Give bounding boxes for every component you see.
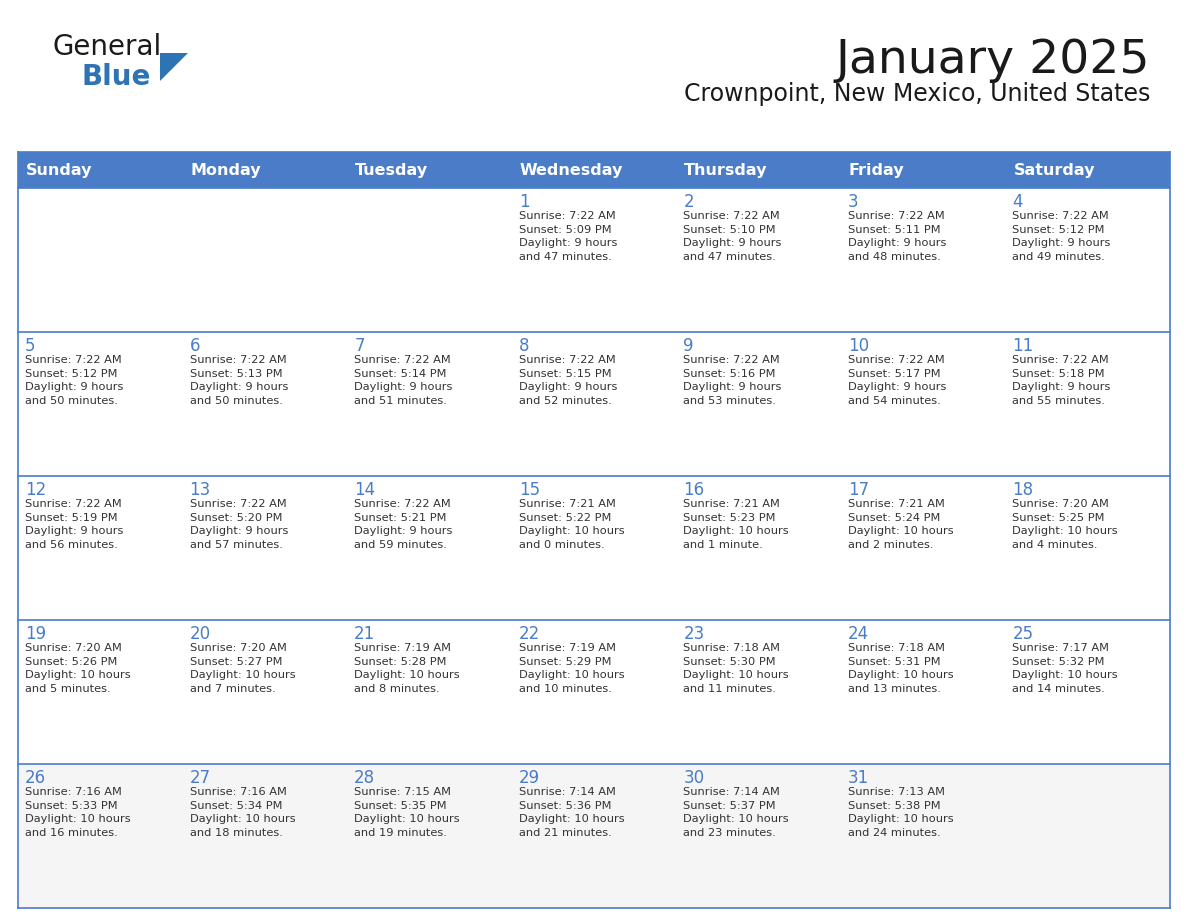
Text: 6: 6 [190, 337, 200, 355]
Text: Sunday: Sunday [26, 162, 93, 177]
Text: Sunrise: 7:21 AM
Sunset: 5:22 PM
Daylight: 10 hours
and 0 minutes.: Sunrise: 7:21 AM Sunset: 5:22 PM Dayligh… [519, 499, 625, 550]
Text: 31: 31 [848, 769, 870, 787]
Text: Sunrise: 7:16 AM
Sunset: 5:33 PM
Daylight: 10 hours
and 16 minutes.: Sunrise: 7:16 AM Sunset: 5:33 PM Dayligh… [25, 787, 131, 838]
Text: 13: 13 [190, 481, 210, 499]
Text: Sunrise: 7:22 AM
Sunset: 5:12 PM
Daylight: 9 hours
and 50 minutes.: Sunrise: 7:22 AM Sunset: 5:12 PM Dayligh… [25, 355, 124, 406]
Text: Wednesday: Wednesday [519, 162, 623, 177]
Text: Sunrise: 7:22 AM
Sunset: 5:09 PM
Daylight: 9 hours
and 47 minutes.: Sunrise: 7:22 AM Sunset: 5:09 PM Dayligh… [519, 211, 617, 262]
Bar [18, 476, 1170, 620]
Text: Sunrise: 7:22 AM
Sunset: 5:15 PM
Daylight: 9 hours
and 52 minutes.: Sunrise: 7:22 AM Sunset: 5:15 PM Dayligh… [519, 355, 617, 406]
Text: 1: 1 [519, 193, 530, 211]
Text: Sunrise: 7:22 AM
Sunset: 5:21 PM
Daylight: 9 hours
and 59 minutes.: Sunrise: 7:22 AM Sunset: 5:21 PM Dayligh… [354, 499, 453, 550]
Text: 14: 14 [354, 481, 375, 499]
Text: 3: 3 [848, 193, 859, 211]
Text: 4: 4 [1012, 193, 1023, 211]
Text: Sunrise: 7:22 AM
Sunset: 5:10 PM
Daylight: 9 hours
and 47 minutes.: Sunrise: 7:22 AM Sunset: 5:10 PM Dayligh… [683, 211, 782, 262]
Text: Sunrise: 7:22 AM
Sunset: 5:13 PM
Daylight: 9 hours
and 50 minutes.: Sunrise: 7:22 AM Sunset: 5:13 PM Dayligh… [190, 355, 287, 406]
Text: Sunrise: 7:15 AM
Sunset: 5:35 PM
Daylight: 10 hours
and 19 minutes.: Sunrise: 7:15 AM Sunset: 5:35 PM Dayligh… [354, 787, 460, 838]
Text: 25: 25 [1012, 625, 1034, 643]
Text: 11: 11 [1012, 337, 1034, 355]
Text: Thursday: Thursday [684, 162, 767, 177]
Text: 5: 5 [25, 337, 36, 355]
Text: 27: 27 [190, 769, 210, 787]
Text: Sunrise: 7:20 AM
Sunset: 5:27 PM
Daylight: 10 hours
and 7 minutes.: Sunrise: 7:20 AM Sunset: 5:27 PM Dayligh… [190, 643, 295, 694]
Text: 21: 21 [354, 625, 375, 643]
Text: Sunrise: 7:22 AM
Sunset: 5:11 PM
Daylight: 9 hours
and 48 minutes.: Sunrise: 7:22 AM Sunset: 5:11 PM Dayligh… [848, 211, 946, 262]
Text: Sunrise: 7:13 AM
Sunset: 5:38 PM
Daylight: 10 hours
and 24 minutes.: Sunrise: 7:13 AM Sunset: 5:38 PM Dayligh… [848, 787, 954, 838]
Text: Sunrise: 7:22 AM
Sunset: 5:12 PM
Daylight: 9 hours
and 49 minutes.: Sunrise: 7:22 AM Sunset: 5:12 PM Dayligh… [1012, 211, 1111, 262]
Text: Friday: Friday [849, 162, 904, 177]
Text: 30: 30 [683, 769, 704, 787]
Text: 20: 20 [190, 625, 210, 643]
Text: 24: 24 [848, 625, 868, 643]
Text: 9: 9 [683, 337, 694, 355]
Text: 12: 12 [25, 481, 46, 499]
Text: 23: 23 [683, 625, 704, 643]
Text: Sunrise: 7:22 AM
Sunset: 5:18 PM
Daylight: 9 hours
and 55 minutes.: Sunrise: 7:22 AM Sunset: 5:18 PM Dayligh… [1012, 355, 1111, 406]
Bar [18, 764, 1170, 908]
Text: 2: 2 [683, 193, 694, 211]
Text: Monday: Monday [190, 162, 261, 177]
Text: Sunrise: 7:22 AM
Sunset: 5:19 PM
Daylight: 9 hours
and 56 minutes.: Sunrise: 7:22 AM Sunset: 5:19 PM Dayligh… [25, 499, 124, 550]
Text: Blue: Blue [82, 63, 151, 91]
Bar [18, 188, 1170, 332]
Text: Saturday: Saturday [1013, 162, 1095, 177]
Text: Sunrise: 7:17 AM
Sunset: 5:32 PM
Daylight: 10 hours
and 14 minutes.: Sunrise: 7:17 AM Sunset: 5:32 PM Dayligh… [1012, 643, 1118, 694]
Text: 7: 7 [354, 337, 365, 355]
Text: 26: 26 [25, 769, 46, 787]
Text: Sunrise: 7:20 AM
Sunset: 5:25 PM
Daylight: 10 hours
and 4 minutes.: Sunrise: 7:20 AM Sunset: 5:25 PM Dayligh… [1012, 499, 1118, 550]
Text: 15: 15 [519, 481, 539, 499]
Text: 19: 19 [25, 625, 46, 643]
Text: 16: 16 [683, 481, 704, 499]
Text: 18: 18 [1012, 481, 1034, 499]
Text: Tuesday: Tuesday [355, 162, 428, 177]
Text: 22: 22 [519, 625, 541, 643]
Text: Sunrise: 7:18 AM
Sunset: 5:31 PM
Daylight: 10 hours
and 13 minutes.: Sunrise: 7:18 AM Sunset: 5:31 PM Dayligh… [848, 643, 954, 694]
Text: Sunrise: 7:21 AM
Sunset: 5:23 PM
Daylight: 10 hours
and 1 minute.: Sunrise: 7:21 AM Sunset: 5:23 PM Dayligh… [683, 499, 789, 550]
Bar [18, 152, 1170, 188]
Text: January 2025: January 2025 [835, 38, 1150, 83]
Text: Sunrise: 7:22 AM
Sunset: 5:20 PM
Daylight: 9 hours
and 57 minutes.: Sunrise: 7:22 AM Sunset: 5:20 PM Dayligh… [190, 499, 287, 550]
Text: 29: 29 [519, 769, 539, 787]
Text: 10: 10 [848, 337, 868, 355]
Bar [18, 620, 1170, 764]
Text: Sunrise: 7:18 AM
Sunset: 5:30 PM
Daylight: 10 hours
and 11 minutes.: Sunrise: 7:18 AM Sunset: 5:30 PM Dayligh… [683, 643, 789, 694]
Text: Sunrise: 7:20 AM
Sunset: 5:26 PM
Daylight: 10 hours
and 5 minutes.: Sunrise: 7:20 AM Sunset: 5:26 PM Dayligh… [25, 643, 131, 694]
Text: Sunrise: 7:19 AM
Sunset: 5:28 PM
Daylight: 10 hours
and 8 minutes.: Sunrise: 7:19 AM Sunset: 5:28 PM Dayligh… [354, 643, 460, 694]
Text: Sunrise: 7:14 AM
Sunset: 5:36 PM
Daylight: 10 hours
and 21 minutes.: Sunrise: 7:14 AM Sunset: 5:36 PM Dayligh… [519, 787, 625, 838]
Text: Crownpoint, New Mexico, United States: Crownpoint, New Mexico, United States [683, 82, 1150, 106]
Text: Sunrise: 7:22 AM
Sunset: 5:16 PM
Daylight: 9 hours
and 53 minutes.: Sunrise: 7:22 AM Sunset: 5:16 PM Dayligh… [683, 355, 782, 406]
Text: General: General [52, 33, 162, 61]
Text: Sunrise: 7:21 AM
Sunset: 5:24 PM
Daylight: 10 hours
and 2 minutes.: Sunrise: 7:21 AM Sunset: 5:24 PM Dayligh… [848, 499, 954, 550]
Text: 17: 17 [848, 481, 868, 499]
Text: Sunrise: 7:14 AM
Sunset: 5:37 PM
Daylight: 10 hours
and 23 minutes.: Sunrise: 7:14 AM Sunset: 5:37 PM Dayligh… [683, 787, 789, 838]
Text: Sunrise: 7:22 AM
Sunset: 5:14 PM
Daylight: 9 hours
and 51 minutes.: Sunrise: 7:22 AM Sunset: 5:14 PM Dayligh… [354, 355, 453, 406]
Bar [18, 332, 1170, 476]
Text: 28: 28 [354, 769, 375, 787]
Text: Sunrise: 7:22 AM
Sunset: 5:17 PM
Daylight: 9 hours
and 54 minutes.: Sunrise: 7:22 AM Sunset: 5:17 PM Dayligh… [848, 355, 946, 406]
Text: 8: 8 [519, 337, 529, 355]
Text: Sunrise: 7:19 AM
Sunset: 5:29 PM
Daylight: 10 hours
and 10 minutes.: Sunrise: 7:19 AM Sunset: 5:29 PM Dayligh… [519, 643, 625, 694]
Text: Sunrise: 7:16 AM
Sunset: 5:34 PM
Daylight: 10 hours
and 18 minutes.: Sunrise: 7:16 AM Sunset: 5:34 PM Dayligh… [190, 787, 295, 838]
Polygon shape [160, 53, 188, 81]
